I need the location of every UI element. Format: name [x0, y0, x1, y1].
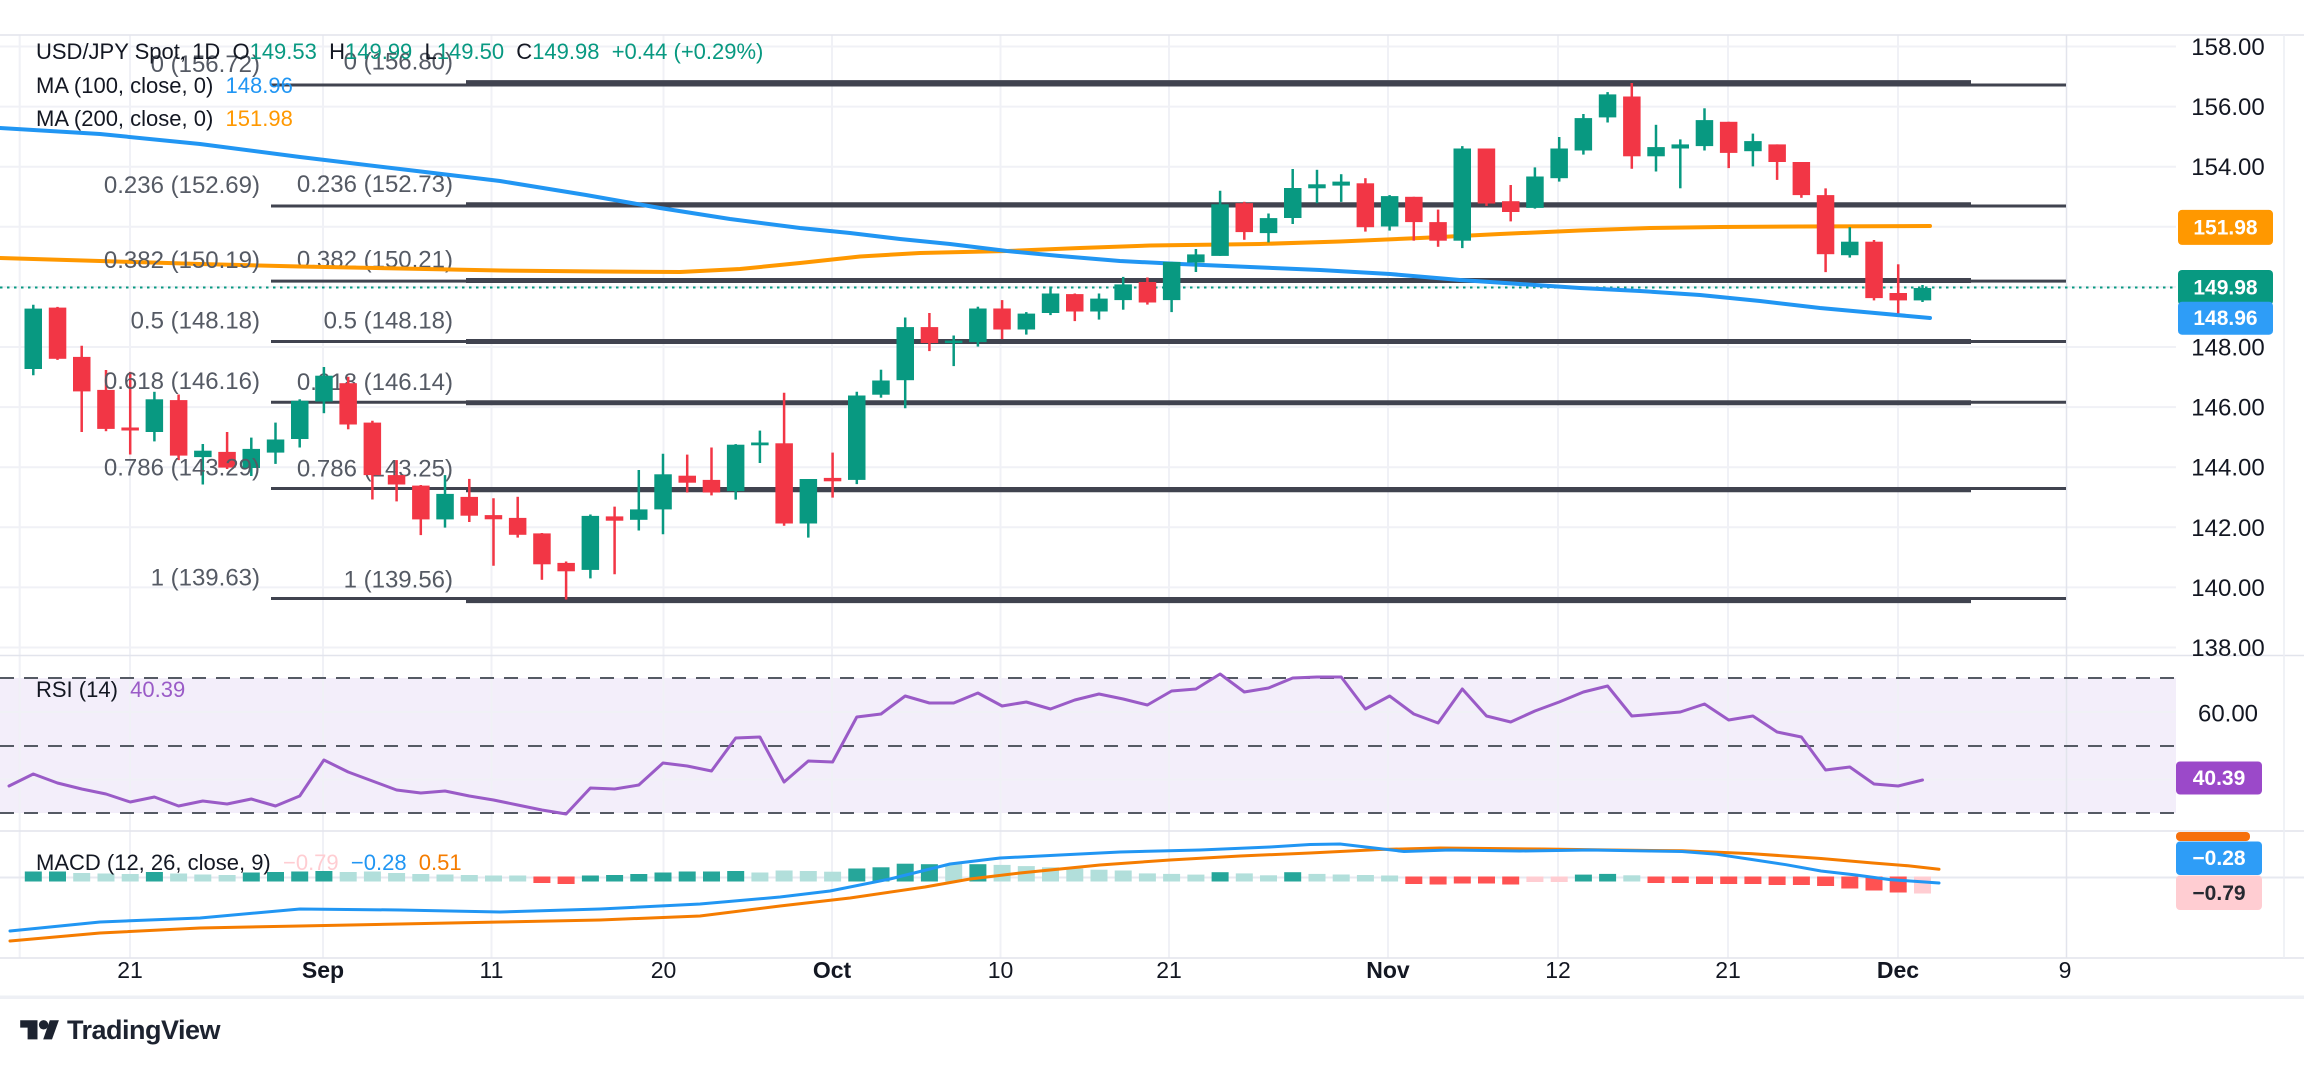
- svg-text:0.5 (148.18): 0.5 (148.18): [324, 308, 453, 335]
- svg-text:156.00: 156.00: [2191, 94, 2264, 121]
- svg-text:0.382 (150.19): 0.382 (150.19): [104, 247, 260, 274]
- svg-text:138.00: 138.00: [2191, 635, 2264, 662]
- svg-text:0.618 (146.16): 0.618 (146.16): [104, 368, 260, 395]
- svg-text:12: 12: [1545, 957, 1571, 983]
- svg-text:144.00: 144.00: [2191, 455, 2264, 482]
- svg-text:Oct: Oct: [813, 957, 852, 983]
- svg-text:11: 11: [480, 957, 504, 983]
- svg-text:−0.79: −0.79: [2192, 882, 2245, 905]
- svg-text:40.39: 40.39: [2193, 767, 2246, 790]
- svg-text:1 (139.56): 1 (139.56): [344, 567, 453, 594]
- svg-text:151.98: 151.98: [2193, 216, 2258, 239]
- svg-text:21: 21: [117, 957, 143, 983]
- svg-text:Dec: Dec: [1877, 957, 1919, 983]
- svg-text:158.00: 158.00: [2191, 34, 2264, 61]
- svg-text:0.236 (152.73): 0.236 (152.73): [297, 171, 453, 198]
- svg-text:Nov: Nov: [1366, 957, 1410, 983]
- svg-text:0.5 (148.18): 0.5 (148.18): [131, 308, 260, 335]
- svg-text:21: 21: [1156, 957, 1182, 983]
- svg-text:148.96: 148.96: [2193, 307, 2257, 330]
- svg-text:Sep: Sep: [302, 957, 344, 983]
- svg-text:146.00: 146.00: [2191, 395, 2264, 422]
- svg-text:140.00: 140.00: [2191, 575, 2264, 602]
- svg-text:0.236 (152.69): 0.236 (152.69): [104, 172, 260, 199]
- svg-text:142.00: 142.00: [2191, 515, 2264, 542]
- svg-text:MA (200, close, 0) 151.98: MA (200, close, 0) 151.98: [36, 106, 293, 131]
- svg-text:154.00: 154.00: [2191, 154, 2264, 181]
- svg-text:TradingView: TradingView: [67, 1015, 222, 1045]
- svg-text:MACD (12, 26, close, 9) −0.79: MACD (12, 26, close, 9) −0.79 −0.28 0.51: [36, 850, 462, 875]
- svg-text:0.786 (143.29): 0.786 (143.29): [104, 455, 260, 482]
- svg-text:0 (156.80): 0 (156.80): [344, 49, 453, 76]
- svg-text:−0.28: −0.28: [2192, 847, 2245, 870]
- svg-text:60.00: 60.00: [2198, 701, 2258, 728]
- svg-text:21: 21: [1715, 957, 1741, 983]
- svg-text:20: 20: [651, 957, 677, 983]
- svg-text:0 (156.72): 0 (156.72): [151, 51, 260, 78]
- svg-text:148.00: 148.00: [2191, 335, 2264, 362]
- svg-text:RSI (14) 40.39: RSI (14) 40.39: [36, 677, 185, 702]
- svg-text:9: 9: [2059, 957, 2072, 983]
- svg-text:10: 10: [988, 957, 1014, 983]
- svg-text:1 (139.63): 1 (139.63): [151, 565, 260, 592]
- svg-text:USD/JPY Spot, 1D O149.53 H14: USD/JPY Spot, 1D O149.53 H149.99 L149.50…: [36, 39, 763, 64]
- svg-text:MA (100, close, 0) 148.96: MA (100, close, 0) 148.96: [36, 73, 293, 98]
- svg-text:149.98: 149.98: [2193, 277, 2258, 300]
